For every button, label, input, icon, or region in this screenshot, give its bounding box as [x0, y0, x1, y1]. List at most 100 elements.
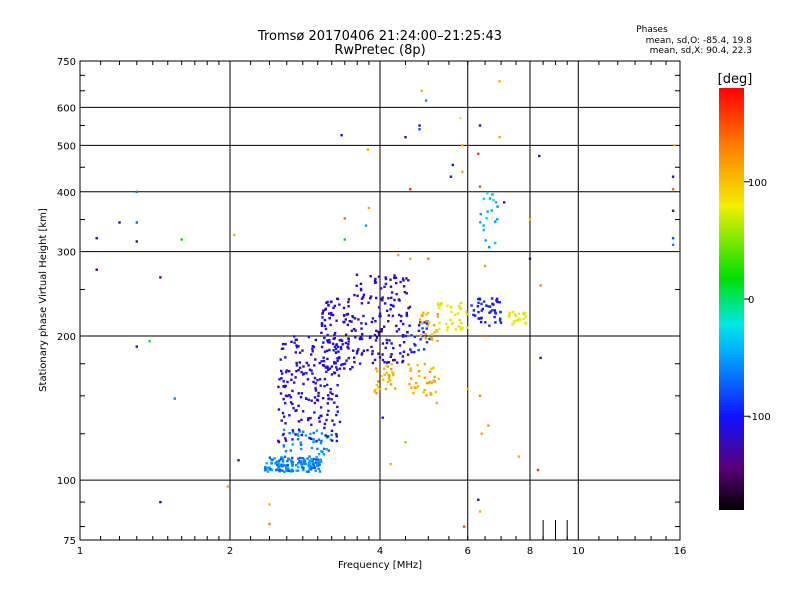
scatter-point [326, 383, 329, 387]
scatter-point [295, 409, 298, 412]
scatter-point [388, 374, 391, 378]
scatter-point [430, 338, 434, 341]
scatter-point [323, 377, 327, 381]
scatter-point [279, 392, 283, 395]
scatter-point [320, 450, 323, 453]
scatter-point [290, 340, 293, 343]
scatter-point [280, 469, 284, 472]
scatter-point [374, 320, 377, 323]
scatter-points [95, 80, 676, 528]
scatter-point [383, 361, 386, 364]
scatter-point [323, 422, 327, 426]
scatter-point [387, 297, 390, 300]
scatter-point [375, 336, 379, 339]
scatter-point [323, 324, 327, 327]
scatter-point [405, 313, 408, 317]
y-tick-label: 300 [57, 248, 76, 259]
scatter-point [387, 377, 391, 380]
scatter-point [335, 344, 338, 347]
scatter-point [384, 276, 387, 279]
scatter-point [399, 280, 402, 284]
scatter-point [488, 324, 491, 327]
scatter-point [293, 381, 296, 384]
y-tick-label: 100 [57, 476, 76, 487]
scatter-point [507, 314, 511, 317]
scatter-point [289, 470, 293, 473]
scatter-point [352, 349, 355, 352]
scatter-point [346, 323, 349, 327]
scatter-point [474, 314, 477, 317]
scatter-point [282, 385, 285, 388]
scatter-point [414, 344, 417, 347]
scatter-point [390, 342, 393, 345]
scatter-point [359, 288, 363, 292]
scatter-point [313, 401, 317, 405]
scatter-point [297, 428, 301, 431]
scatter-point [347, 340, 350, 343]
scatter-point [353, 317, 357, 320]
scatter-point [386, 365, 390, 368]
scatter-point [283, 455, 287, 458]
scatter-point [327, 449, 330, 452]
scatter-point [331, 342, 335, 345]
scatter-point [322, 356, 325, 359]
scatter-point [459, 326, 462, 329]
colorbar-tick-label: 100 [748, 178, 767, 189]
scatter-point [392, 305, 395, 308]
scatter-point [410, 377, 413, 380]
scatter-point [379, 287, 383, 290]
scatter-point [319, 414, 322, 418]
scatter-point [315, 464, 319, 467]
scatter-point [335, 413, 338, 417]
scatter-point [369, 335, 372, 338]
scatter-point [359, 282, 363, 285]
scatter-point [313, 466, 317, 469]
scatter-point [327, 368, 330, 371]
scatter-point [420, 89, 423, 92]
colorbar [719, 88, 744, 510]
scatter-point [351, 315, 355, 319]
scatter-point [343, 238, 346, 241]
scatter-point [360, 302, 364, 305]
x-axis-label: Frequency [MHz] [338, 560, 422, 571]
scatter-point [384, 282, 388, 286]
x-tick-label: 1 [77, 546, 83, 557]
scatter-point [349, 368, 352, 371]
scatter-point [384, 346, 387, 350]
scatter-point [284, 439, 288, 442]
scatter-point [346, 312, 350, 316]
scatter-point [282, 445, 286, 448]
scatter-point [340, 134, 343, 137]
scatter-point [297, 434, 300, 437]
scatter-point [270, 461, 274, 464]
scatter-point [424, 99, 428, 102]
scatter-point [279, 358, 282, 361]
scatter-point [335, 439, 339, 443]
scatter-point [477, 317, 481, 320]
scatter-point [459, 328, 463, 331]
scatter-point [340, 363, 343, 367]
scatter-point [264, 468, 267, 472]
phases-heading: Phases [636, 25, 668, 35]
scatter-point [381, 353, 384, 356]
scatter-point [312, 380, 315, 384]
scatter-point [384, 277, 388, 281]
scatter-point [358, 337, 362, 340]
scatter-point [357, 318, 360, 321]
scatter-point [333, 304, 337, 308]
scatter-point [333, 334, 336, 337]
scatter-point [457, 305, 461, 308]
scatter-point [423, 362, 426, 366]
scatter-point [299, 456, 302, 460]
scatter-point [461, 170, 464, 174]
scatter-point [308, 459, 311, 463]
scatter-point [472, 309, 476, 312]
scatter-point [295, 370, 298, 373]
scatter-point [336, 345, 340, 348]
scatter-point [330, 311, 333, 315]
scatter-point [347, 300, 350, 304]
scatter-point [481, 307, 484, 311]
scatter-point [279, 457, 283, 461]
scatter-point [325, 448, 328, 451]
scatter-point [295, 346, 299, 349]
